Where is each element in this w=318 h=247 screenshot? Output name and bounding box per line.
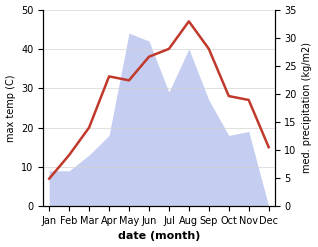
X-axis label: date (month): date (month) [118, 231, 200, 242]
Y-axis label: med. precipitation (kg/m2): med. precipitation (kg/m2) [302, 42, 313, 173]
Y-axis label: max temp (C): max temp (C) [5, 74, 16, 142]
